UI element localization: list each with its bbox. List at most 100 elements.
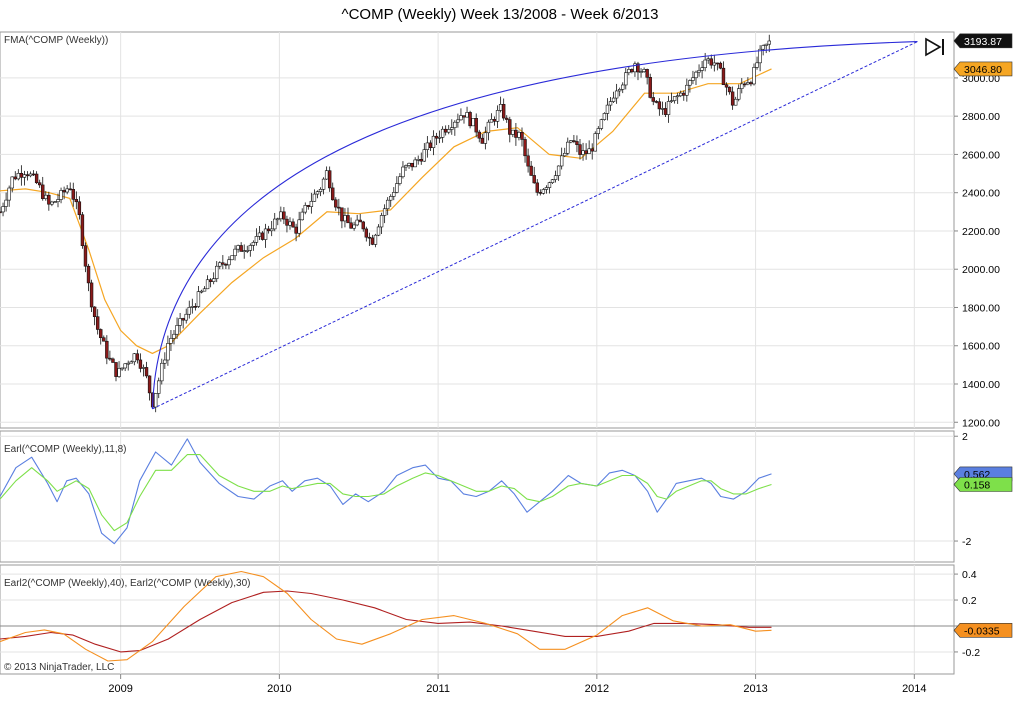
candle-up — [587, 148, 591, 154]
candle-up — [160, 362, 164, 382]
candle-down — [77, 201, 82, 216]
candle-up — [617, 89, 622, 92]
candle-up — [422, 149, 427, 162]
candle-up — [297, 219, 301, 234]
candle-down — [370, 237, 375, 245]
earl2-plot-frame — [0, 564, 955, 675]
candle-up — [559, 155, 564, 167]
candle-up — [50, 201, 54, 205]
earl-series-line — [0, 438, 772, 545]
candle-up — [440, 128, 445, 138]
candle-up — [602, 113, 607, 120]
candle-up — [312, 193, 317, 202]
candle-down — [529, 165, 533, 176]
candle-up — [413, 159, 417, 168]
candle-up — [495, 110, 500, 122]
candle-down — [138, 359, 143, 369]
jump-to-end-icon[interactable] — [922, 36, 950, 58]
x-tick-label: 2013 — [743, 683, 767, 695]
candle-down — [92, 306, 97, 317]
candle-up — [550, 179, 555, 183]
candle-up — [318, 189, 323, 192]
candle-up — [489, 119, 494, 123]
candle-up — [404, 165, 408, 168]
candle-up — [624, 72, 628, 86]
candle-up — [248, 245, 253, 251]
candle-up — [324, 170, 329, 180]
candle-down — [208, 279, 213, 282]
candle-up — [257, 232, 262, 237]
candle-up — [517, 132, 521, 138]
candle-down — [294, 226, 298, 234]
candle-down — [730, 91, 735, 106]
moving-average-line — [0, 68, 772, 355]
x-tick-label: 2012 — [585, 683, 609, 695]
candle-down — [31, 173, 36, 176]
candle-down — [682, 92, 686, 96]
candle-up — [343, 215, 347, 222]
candle-down — [331, 187, 335, 201]
candle-up — [694, 71, 698, 79]
candle-down — [19, 173, 24, 178]
candle-down — [630, 69, 634, 73]
candle-down — [80, 214, 85, 247]
candle-up — [385, 199, 390, 210]
candle-down — [468, 112, 472, 127]
candle-up — [44, 194, 48, 199]
y-tick-label: 0.2 — [962, 595, 977, 607]
candle-down — [419, 159, 423, 162]
earl-series-value-label-text: 0.158 — [964, 480, 990, 492]
candle-up — [483, 132, 488, 144]
y-tick-label: 1800.00 — [962, 302, 1000, 314]
candle-up — [117, 368, 121, 377]
candle-down — [636, 63, 640, 73]
earl-series-line — [0, 454, 772, 532]
candle-up — [141, 367, 146, 369]
y-tick-label: 1400.00 — [962, 379, 1000, 391]
candle-up — [547, 182, 552, 188]
candle-up — [569, 140, 573, 143]
axis-labels: 2009 2010 2011 2012 2013 2014 1200.00 1400.00 16… — [108, 33, 1013, 695]
candle-up — [706, 58, 710, 61]
candle-down — [367, 236, 372, 239]
candle-down — [514, 129, 518, 138]
earl2-series-value-label-bg — [953, 623, 1013, 638]
candle-up — [608, 101, 613, 106]
candle-up — [276, 218, 280, 221]
y-tick-label: -0.2 — [962, 647, 980, 659]
candle-up — [236, 245, 240, 250]
candle-down — [480, 137, 485, 144]
candle-down — [147, 375, 152, 394]
candle-up — [129, 361, 133, 364]
candle-up — [373, 234, 378, 245]
candle-up — [746, 82, 750, 85]
candle-up — [56, 199, 60, 203]
candle-up — [53, 201, 57, 204]
candle-up — [309, 200, 314, 207]
earl2-series-line — [0, 590, 772, 653]
candle-up — [761, 45, 765, 50]
y-tick-label: 1200.00 — [962, 417, 1000, 429]
y-tick-label: -2 — [962, 536, 971, 548]
candle-down — [474, 117, 478, 133]
candle-down — [358, 219, 362, 223]
candle-up — [611, 97, 616, 102]
candle-up — [544, 187, 549, 190]
main-panel-label: FMA(^COMP (Weekly)) — [4, 35, 108, 46]
candle-up — [205, 279, 210, 290]
candle-up — [7, 187, 11, 201]
candle-down — [102, 337, 106, 342]
candle-down — [590, 148, 594, 152]
candle-up — [178, 318, 182, 326]
candle-down — [114, 362, 118, 377]
candle-up — [172, 333, 176, 339]
candle-up — [703, 59, 707, 69]
candle-up — [700, 67, 704, 71]
earl-series-value-label-bg — [953, 477, 1013, 492]
candle-down — [334, 199, 338, 208]
candle-up — [712, 62, 717, 66]
candle-down — [95, 316, 100, 330]
y-tick-label: 2400.00 — [962, 188, 1000, 200]
candle-up — [300, 211, 304, 221]
